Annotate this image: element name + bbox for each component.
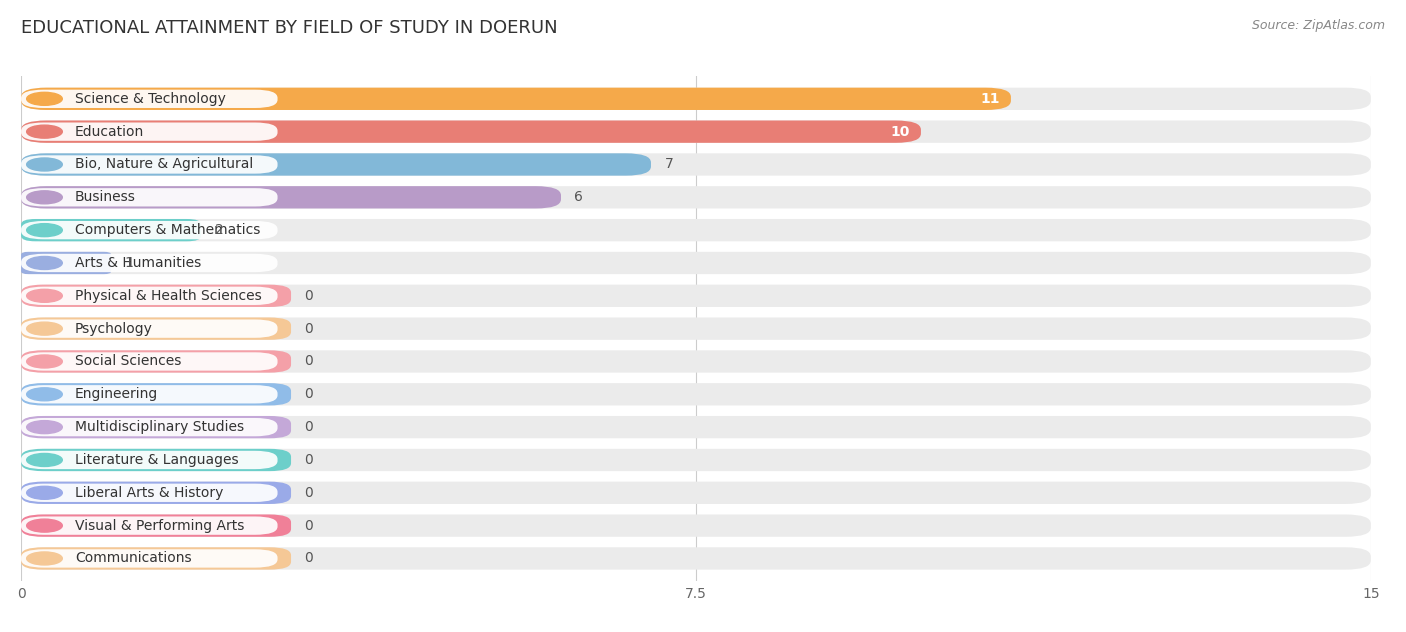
- FancyBboxPatch shape: [21, 549, 277, 568]
- FancyBboxPatch shape: [21, 449, 1371, 471]
- Circle shape: [27, 355, 62, 368]
- FancyBboxPatch shape: [21, 451, 277, 469]
- Text: 1: 1: [125, 256, 134, 270]
- FancyBboxPatch shape: [21, 123, 277, 141]
- Circle shape: [27, 191, 62, 204]
- FancyBboxPatch shape: [21, 252, 111, 274]
- Text: Liberal Arts & History: Liberal Arts & History: [75, 486, 224, 500]
- Text: 0: 0: [305, 420, 314, 434]
- Text: Physical & Health Sciences: Physical & Health Sciences: [75, 289, 262, 303]
- Text: 7: 7: [665, 157, 673, 171]
- FancyBboxPatch shape: [21, 188, 277, 207]
- FancyBboxPatch shape: [21, 383, 291, 406]
- FancyBboxPatch shape: [21, 154, 651, 176]
- Circle shape: [27, 552, 62, 565]
- Circle shape: [27, 322, 62, 335]
- FancyBboxPatch shape: [21, 547, 1371, 569]
- Circle shape: [27, 486, 62, 499]
- FancyBboxPatch shape: [21, 449, 291, 471]
- FancyBboxPatch shape: [21, 416, 291, 439]
- Text: 10: 10: [891, 125, 910, 138]
- Text: 0: 0: [305, 552, 314, 566]
- Text: 0: 0: [305, 289, 314, 303]
- Text: EDUCATIONAL ATTAINMENT BY FIELD OF STUDY IN DOERUN: EDUCATIONAL ATTAINMENT BY FIELD OF STUDY…: [21, 19, 558, 37]
- FancyBboxPatch shape: [21, 219, 201, 241]
- Circle shape: [27, 158, 62, 171]
- FancyBboxPatch shape: [21, 254, 277, 272]
- Circle shape: [27, 92, 62, 106]
- FancyBboxPatch shape: [21, 317, 291, 340]
- Text: 0: 0: [305, 387, 314, 401]
- FancyBboxPatch shape: [21, 352, 277, 370]
- Text: Arts & Humanities: Arts & Humanities: [75, 256, 201, 270]
- FancyBboxPatch shape: [21, 121, 1371, 143]
- FancyBboxPatch shape: [21, 90, 277, 108]
- FancyBboxPatch shape: [21, 516, 277, 535]
- Circle shape: [27, 421, 62, 434]
- Text: Education: Education: [75, 125, 145, 138]
- Text: Computers & Mathematics: Computers & Mathematics: [75, 223, 260, 237]
- FancyBboxPatch shape: [21, 219, 1371, 241]
- FancyBboxPatch shape: [21, 482, 1371, 504]
- Text: Engineering: Engineering: [75, 387, 159, 401]
- FancyBboxPatch shape: [21, 482, 291, 504]
- Circle shape: [27, 224, 62, 236]
- Text: 0: 0: [305, 519, 314, 533]
- FancyBboxPatch shape: [21, 418, 277, 436]
- Text: Bio, Nature & Agricultural: Bio, Nature & Agricultural: [75, 157, 253, 171]
- Text: Visual & Performing Arts: Visual & Performing Arts: [75, 519, 245, 533]
- FancyBboxPatch shape: [21, 284, 1371, 307]
- FancyBboxPatch shape: [21, 317, 1371, 340]
- FancyBboxPatch shape: [21, 186, 1371, 209]
- Text: Communications: Communications: [75, 552, 191, 566]
- FancyBboxPatch shape: [21, 284, 291, 307]
- FancyBboxPatch shape: [21, 88, 1011, 110]
- Text: Source: ZipAtlas.com: Source: ZipAtlas.com: [1251, 19, 1385, 32]
- Text: Multidisciplinary Studies: Multidisciplinary Studies: [75, 420, 245, 434]
- Text: Science & Technology: Science & Technology: [75, 92, 226, 106]
- Circle shape: [27, 454, 62, 466]
- FancyBboxPatch shape: [21, 221, 277, 240]
- Circle shape: [27, 125, 62, 138]
- FancyBboxPatch shape: [21, 385, 277, 403]
- Circle shape: [27, 388, 62, 401]
- FancyBboxPatch shape: [21, 350, 291, 373]
- FancyBboxPatch shape: [21, 483, 277, 502]
- FancyBboxPatch shape: [21, 88, 1371, 110]
- Circle shape: [27, 289, 62, 302]
- FancyBboxPatch shape: [21, 287, 277, 305]
- FancyBboxPatch shape: [21, 186, 561, 209]
- Text: Social Sciences: Social Sciences: [75, 355, 181, 368]
- FancyBboxPatch shape: [21, 252, 1371, 274]
- FancyBboxPatch shape: [21, 121, 921, 143]
- FancyBboxPatch shape: [21, 350, 1371, 373]
- Text: 0: 0: [305, 355, 314, 368]
- Text: Psychology: Psychology: [75, 322, 153, 336]
- FancyBboxPatch shape: [21, 416, 1371, 439]
- Text: 0: 0: [305, 322, 314, 336]
- FancyBboxPatch shape: [21, 514, 291, 537]
- FancyBboxPatch shape: [21, 320, 277, 337]
- FancyBboxPatch shape: [21, 155, 277, 174]
- FancyBboxPatch shape: [21, 383, 1371, 406]
- Circle shape: [27, 519, 62, 532]
- Text: 0: 0: [305, 453, 314, 467]
- Circle shape: [27, 257, 62, 269]
- Text: 0: 0: [305, 486, 314, 500]
- FancyBboxPatch shape: [21, 547, 291, 569]
- Text: Business: Business: [75, 190, 136, 204]
- FancyBboxPatch shape: [21, 154, 1371, 176]
- Text: Literature & Languages: Literature & Languages: [75, 453, 239, 467]
- FancyBboxPatch shape: [21, 514, 1371, 537]
- Text: 2: 2: [215, 223, 224, 237]
- Text: 6: 6: [575, 190, 583, 204]
- Text: 11: 11: [980, 92, 1000, 106]
